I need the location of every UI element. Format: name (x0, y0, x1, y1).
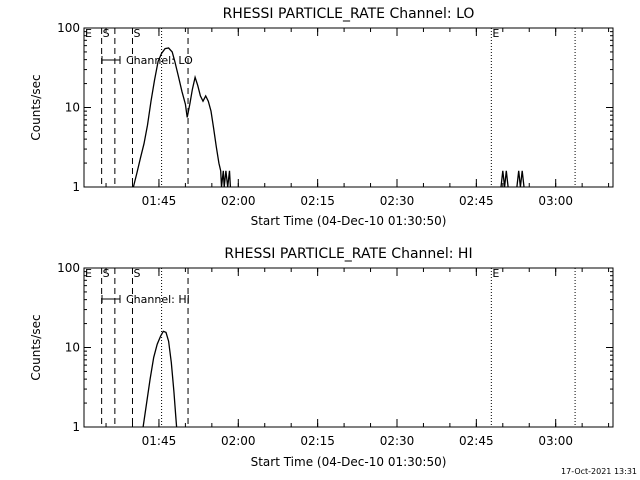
x-axis-label: Start Time (04-Dec-10 01:30:50) (251, 214, 447, 228)
series-line (500, 170, 509, 188)
y-tick-label: 1 (72, 180, 80, 194)
y-tick-label: 10 (65, 341, 80, 355)
plot-panels: RHESSI PARTICLE_RATE Channel: LO Counts/s… (29, 6, 614, 469)
legend-label: Channel: LO (126, 54, 193, 67)
event-marker-label: E (492, 267, 499, 280)
x-tick-label: 02:15 (300, 194, 335, 208)
x-tick-label: 02:00 (221, 194, 256, 208)
event-marker-label: S (133, 267, 140, 280)
series-line (132, 47, 232, 188)
x-tick-label: 02:00 (221, 434, 256, 448)
y-axis-label: Counts/sec (29, 314, 43, 380)
legend-label: Channel: HI (126, 293, 190, 306)
chart-panel-0: RHESSI PARTICLE_RATE Channel: LO Counts/s… (29, 6, 614, 228)
x-tick-label: 02:15 (300, 434, 335, 448)
y-axis-label: Counts/sec (29, 74, 43, 140)
x-tick-label: 02:45 (459, 194, 494, 208)
x-axis-label: Start Time (04-Dec-10 01:30:50) (251, 455, 447, 469)
y-tick-label: 100 (57, 261, 80, 275)
event-marker-label: E (85, 267, 92, 280)
event-marker-label: E (85, 27, 92, 40)
footer-timestamp: 17-Oct-2021 13:31 (561, 467, 637, 476)
event-marker-label: S (103, 27, 110, 40)
x-tick-label: 01:45 (142, 434, 177, 448)
y-tick-label: 100 (57, 21, 80, 35)
chart-title: RHESSI PARTICLE_RATE Channel: LO (223, 6, 475, 22)
x-tick-label: 03:00 (538, 434, 573, 448)
y-tick-label: 1 (72, 420, 80, 434)
event-marker-label: E (492, 27, 499, 40)
series-line (142, 330, 178, 428)
x-tick-label: 02:30 (380, 434, 415, 448)
y-tick-label: 10 (65, 101, 80, 115)
x-tick-label: 02:30 (380, 194, 415, 208)
chart-title: RHESSI PARTICLE_RATE Channel: HI (224, 246, 472, 262)
series-line (516, 170, 525, 188)
event-marker-label: S (103, 267, 110, 280)
x-tick-label: 01:45 (142, 194, 177, 208)
x-tick-label: 03:00 (538, 194, 573, 208)
plot-frame (83, 267, 614, 428)
x-tick-label: 02:45 (459, 434, 494, 448)
chart-panel-1: RHESSI PARTICLE_RATE Channel: HI Counts/s… (29, 246, 614, 469)
event-marker-label: S (133, 27, 140, 40)
